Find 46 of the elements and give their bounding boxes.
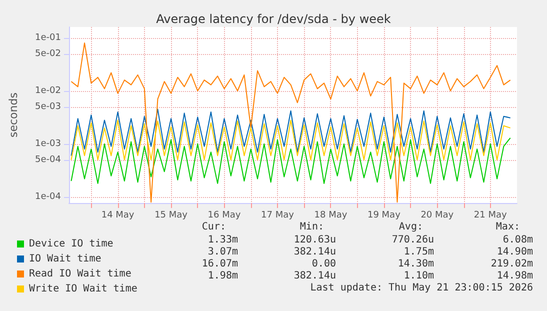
text: Avg: bbox=[398, 222, 423, 232]
text: 219.02m bbox=[490, 258, 533, 270]
line-series bbox=[70, 137, 511, 184]
y-tick-label: 1e-01 bbox=[35, 32, 61, 43]
text: 0.00 bbox=[312, 258, 336, 270]
text: 382.14u bbox=[294, 246, 336, 258]
x-tick-label: 14 May bbox=[101, 210, 135, 220]
text: 770.26u bbox=[392, 234, 434, 246]
text: 120.63u bbox=[294, 234, 336, 246]
text: 14.90m bbox=[496, 246, 533, 258]
text: 1.98m bbox=[208, 270, 238, 282]
y-tick-label: 5e-04 bbox=[35, 154, 62, 165]
text: 6.08m bbox=[502, 234, 533, 246]
text: 14.30m bbox=[398, 258, 434, 270]
x-tick-label: 15 May bbox=[154, 210, 188, 220]
legend-label: Write IO Wait time bbox=[29, 284, 138, 294]
legend-label: IO Wait time bbox=[29, 254, 102, 264]
x-tick-label: 17 May bbox=[261, 210, 295, 220]
x-tick-label: 18 May bbox=[314, 210, 348, 220]
text: 1.75m bbox=[404, 246, 434, 258]
y-tick-label: 1e-03 bbox=[35, 138, 61, 149]
legend-label: Read IO Wait time bbox=[29, 268, 132, 280]
text: 382.14u bbox=[294, 270, 336, 282]
text: Min: bbox=[300, 222, 324, 232]
text: Cur: bbox=[202, 222, 226, 232]
text: 3.07m bbox=[208, 246, 238, 258]
legend-label: Device IO time bbox=[29, 238, 114, 250]
text: Max: bbox=[496, 222, 520, 232]
x-tick-label: 19 May bbox=[367, 210, 402, 220]
x-tick-label: 16 May bbox=[208, 210, 242, 220]
y-tick-label: 5e-03 bbox=[35, 102, 61, 112]
line-series bbox=[70, 120, 511, 160]
x-tick-label: 20 May bbox=[420, 210, 454, 220]
line-series bbox=[70, 42, 511, 203]
y-tick-label: 1e-04 bbox=[35, 192, 62, 202]
text: 1.10m bbox=[404, 270, 434, 282]
text: 1.33m bbox=[208, 234, 238, 246]
chart-title: Average latency for /dev/sda - by week bbox=[156, 12, 391, 26]
y-tick-label: 5e-02 bbox=[35, 48, 61, 59]
text: 14.98m bbox=[496, 270, 533, 282]
line-series bbox=[70, 108, 511, 156]
y-tick-label: 1e-02 bbox=[35, 86, 61, 96]
y-axis-title: seconds bbox=[7, 92, 20, 138]
text: Last update: Thu May 21 23:00:15 2026 bbox=[310, 282, 533, 294]
text: 16.07m bbox=[202, 258, 238, 270]
x-tick-label: 21 May bbox=[474, 210, 508, 220]
